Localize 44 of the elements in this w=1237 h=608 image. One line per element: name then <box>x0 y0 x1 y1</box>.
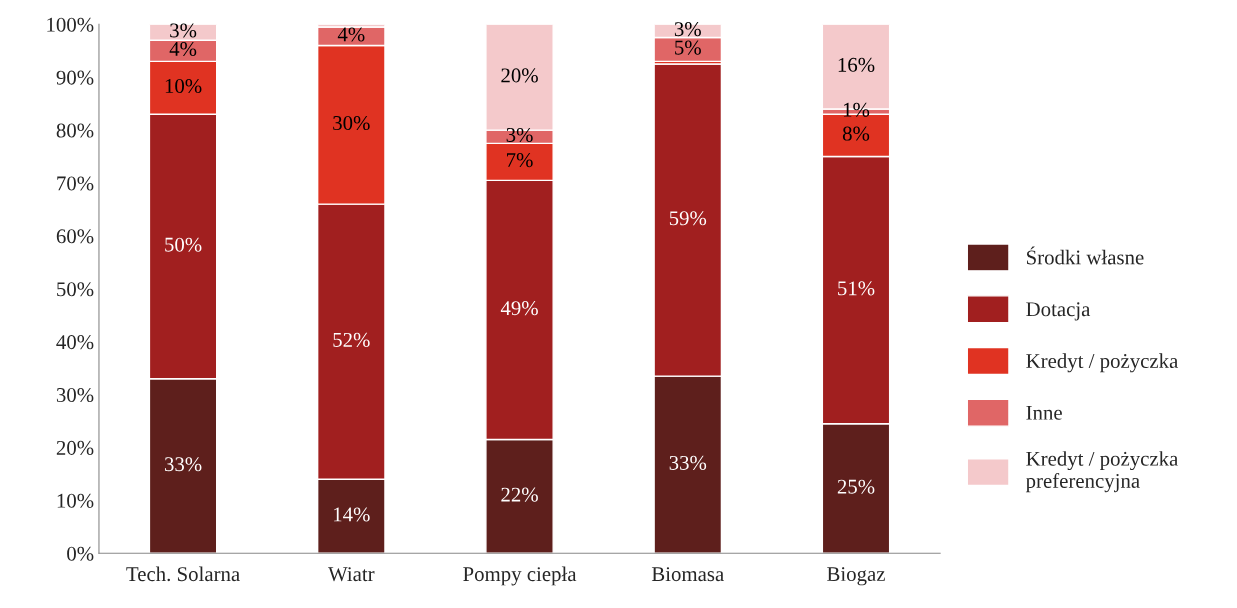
data-label: 3% <box>506 127 533 143</box>
data-label: 22% <box>501 487 538 502</box>
data-label: 49% <box>500 301 538 316</box>
y-tick-label: 50% <box>57 282 94 297</box>
data-label: 14% <box>334 507 370 522</box>
legend-label: Środki własne <box>1027 246 1144 265</box>
y-tick-label: 70% <box>57 176 94 191</box>
data-label: 30% <box>333 115 370 131</box>
x-tick-label: Biogaz <box>827 567 885 586</box>
x-tick-label: Biomasa <box>651 567 724 582</box>
y-tick-label: 20% <box>56 440 94 455</box>
data-label: 7% <box>507 153 533 168</box>
legend-label: Kredyt / pożyczka preferencyjna <box>1025 451 1179 493</box>
data-label: 5% <box>675 40 701 55</box>
y-tick-label: 90% <box>56 70 94 85</box>
y-tick-label: 40% <box>56 335 94 350</box>
legend-label: Kredyt / pożyczka <box>1026 353 1179 373</box>
data-label: 59% <box>669 211 707 226</box>
data-label: 25% <box>837 479 875 494</box>
y-tick-label: 0% <box>67 546 94 561</box>
data-label: 33% <box>669 455 707 470</box>
data-label: 33% <box>164 457 202 472</box>
y-tick-label: 10% <box>57 493 94 508</box>
data-label: 50% <box>165 237 202 252</box>
data-label: 3% <box>170 23 197 38</box>
data-label: 52% <box>333 332 370 347</box>
x-tick-label: Tech. Solarna <box>126 566 240 582</box>
data-label: 51% <box>838 281 875 296</box>
data-label: 10% <box>165 78 202 94</box>
data-label: 8% <box>842 126 870 141</box>
x-tick-label: Wiatr <box>328 567 375 582</box>
legend-label: Inne <box>1026 405 1062 420</box>
y-tick-label: 100% <box>47 17 94 32</box>
legend-label: Dotacja <box>1026 302 1091 321</box>
data-label: 1% <box>843 102 870 117</box>
data-label: 20% <box>501 68 538 83</box>
y-tick-label: 60% <box>56 229 94 244</box>
data-label: 16% <box>838 57 875 72</box>
x-tick-label: Pompy ciepła <box>463 566 577 586</box>
y-tick-label: 30% <box>56 387 94 403</box>
data-label: 3% <box>674 22 701 37</box>
data-label: 4% <box>169 41 197 57</box>
y-tick-label: 80% <box>56 123 94 138</box>
data-label: 4% <box>337 27 365 42</box>
